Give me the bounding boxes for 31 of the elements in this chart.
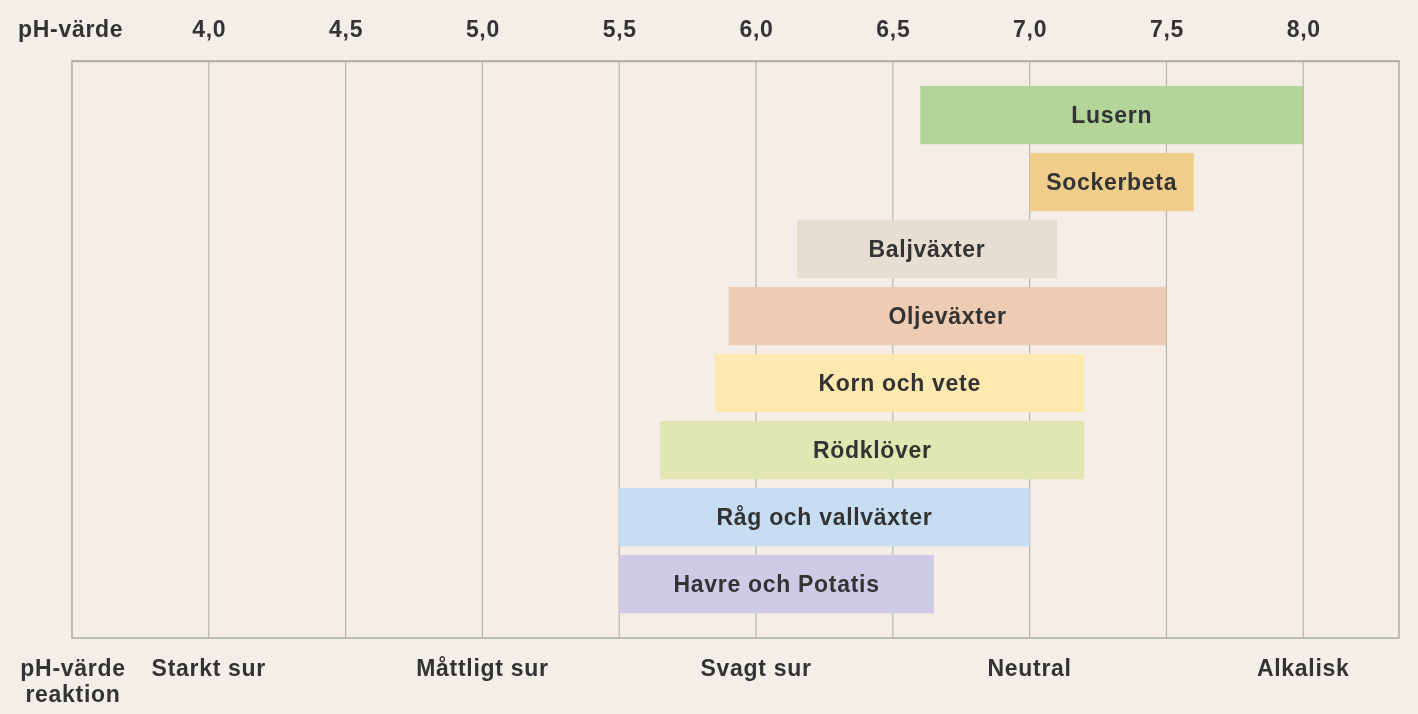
text: Svagt sur: [700, 655, 812, 681]
bar: [797, 219, 1057, 279]
y-tick-label: Korn och vete: [818, 370, 981, 397]
y-tick-label: Råg och vallväxter: [716, 504, 933, 531]
x-tick-label: 4,5: [329, 16, 364, 42]
bar: [619, 554, 934, 614]
x-tick-label: 6,5: [876, 16, 911, 42]
bar: [728, 286, 1167, 346]
bar: [714, 353, 1085, 413]
bar: [920, 85, 1304, 145]
y-tick-label: Havre och Potatis: [673, 571, 880, 598]
x-tick-label: 4,0: [192, 16, 227, 42]
bar: [619, 487, 1030, 547]
x-tick-label: 7,0: [1013, 16, 1048, 42]
y-tick-label: Rödklöver: [812, 437, 932, 464]
y-tick-label: Sockerbeta: [1046, 169, 1178, 196]
text: Alkalisk: [1256, 655, 1350, 681]
text: Starkt sur: [151, 655, 266, 681]
x-tick-label: 8,0: [1286, 16, 1321, 42]
y-tick-label: Lusern: [1071, 102, 1153, 129]
text: Måttligt sur: [416, 655, 549, 681]
x-tick-label: 7,5: [1149, 16, 1184, 42]
text: pH-värde reaktion: [20, 655, 126, 708]
x-tick-label: 5,0: [465, 16, 500, 42]
x-tick-label: 6,0: [739, 16, 774, 42]
x-tick-label: 5,5: [602, 16, 637, 42]
y-tick-label: Baljväxter: [868, 236, 986, 263]
x-axis-title: pH-värde: [18, 16, 124, 42]
bar: [660, 420, 1085, 480]
text: Neutral: [987, 655, 1072, 681]
y-tick-label: Oljeväxter: [888, 303, 1007, 330]
